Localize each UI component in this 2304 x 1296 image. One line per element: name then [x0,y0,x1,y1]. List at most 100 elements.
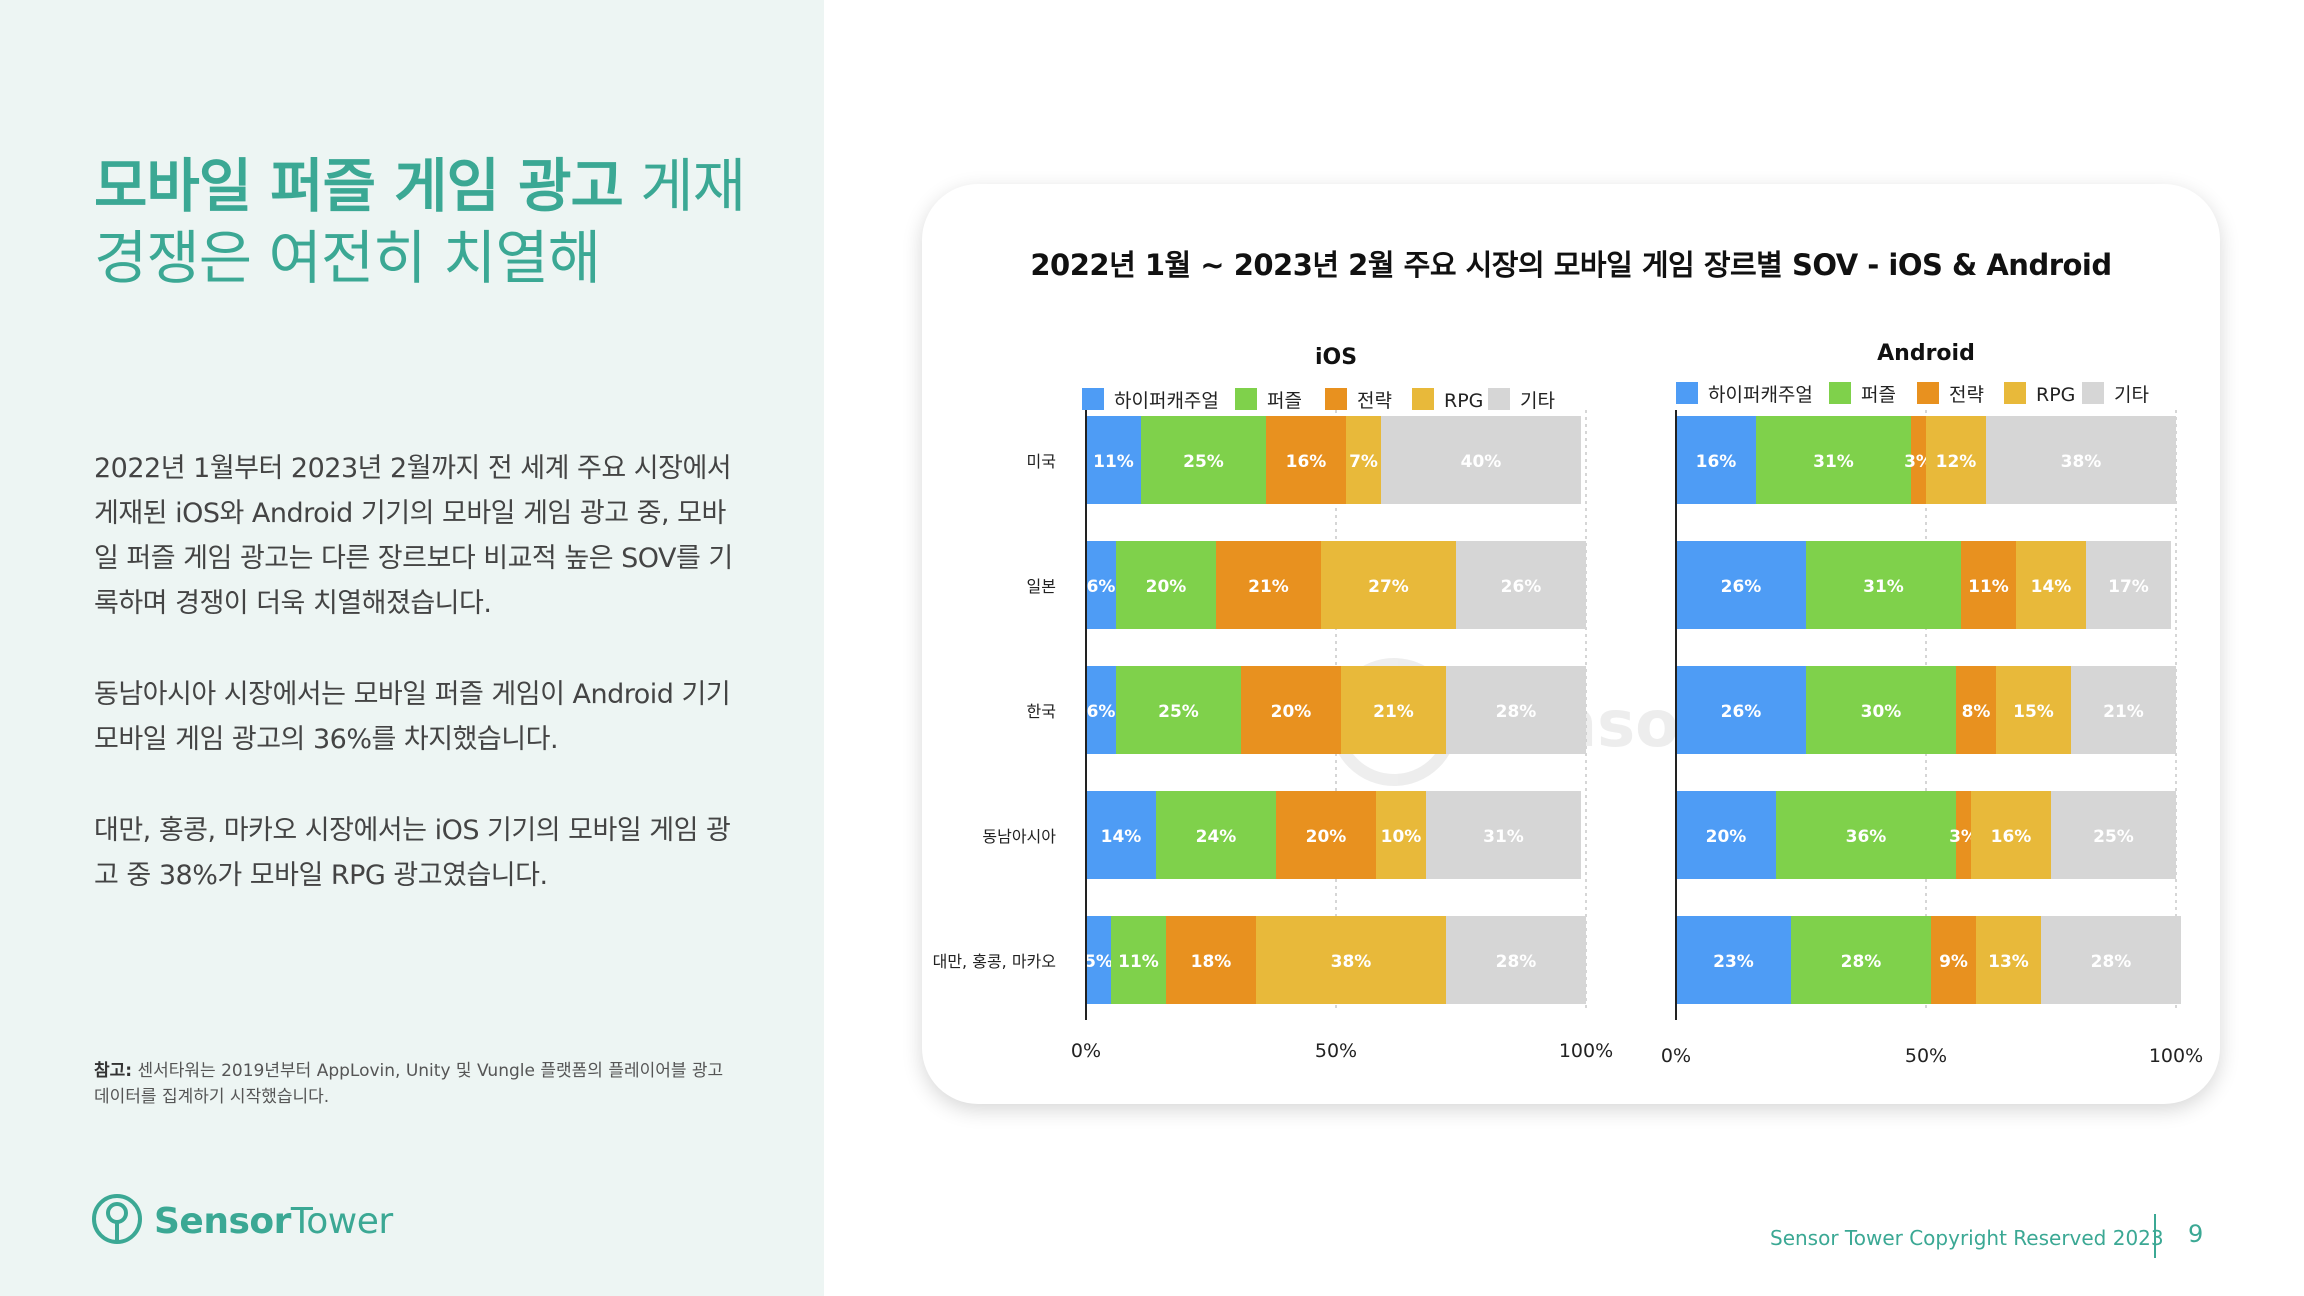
bar-segment [1276,791,1376,879]
data-label: 11% [1118,952,1159,972]
bar-segment [1426,791,1581,879]
legend-swatch [2004,382,2026,404]
data-label: 16% [1286,452,1327,472]
data-label: 18% [1191,952,1232,972]
bar-segment [1676,916,1791,1004]
legend-swatch [1082,388,1104,410]
bar-segment [2016,541,2086,629]
bar-segment [1116,666,1241,754]
data-label: 25% [1158,702,1199,722]
data-label: 14% [2031,577,2072,597]
bar-segment [2041,916,2181,1004]
bar-segment [1216,541,1321,629]
bar-segment [1986,416,2176,504]
data-label: 38% [2061,452,2102,472]
chart-title: 2022년 1월 ~ 2023년 2월 주요 시장의 모바일 게임 장르별 SO… [1030,248,2112,282]
bar-segment [1156,791,1276,879]
panel-title-ios: iOS [1315,345,1357,370]
bar-segment [1141,416,1266,504]
page-number: 9 [2188,1220,2204,1248]
data-label: 26% [1721,702,1762,722]
data-label: 25% [2093,827,2134,847]
category-label: 동남아시아 [982,827,1056,846]
legend-label: 퍼즐 [1861,384,1896,406]
legend-label: 기타 [1520,390,1555,412]
bar-segment [1931,916,1976,1004]
category-label: 일본 [1027,577,1056,596]
data-label: 5% [1084,952,1113,972]
data-label: 28% [1841,952,1882,972]
bar-segment [1956,666,1996,754]
data-label: 27% [1368,577,1409,597]
data-label: 30% [1861,702,1902,722]
data-label: 31% [1863,577,1904,597]
data-label: 16% [1991,827,2032,847]
legend-swatch [1325,388,1347,410]
legend-swatch [1235,388,1257,410]
legend-swatch [1917,382,1939,404]
data-label: 28% [2091,952,2132,972]
legend-label: 하이퍼캐주얼 [1708,384,1813,406]
bar-segment [1911,416,1926,504]
logo-sensor: Sensor [154,1200,291,1242]
data-label: 31% [1483,827,1524,847]
data-label: 26% [1501,577,1542,597]
data-label: 6% [1087,702,1116,722]
bar-segment [2071,666,2176,754]
footnote: 참고: 센서타워는 2019년부터 AppLovin, Unity 및 Vung… [94,1058,744,1110]
bar-segment [1956,791,1971,879]
x-tick-label: 50% [1905,1045,1947,1067]
body-paragraph-1: 2022년 1월부터 2023년 2월까지 전 세계 주요 시장에서 게재된 i… [94,453,733,619]
bar-segment [1791,916,1931,1004]
data-label: 24% [1196,827,1237,847]
bar-segment [2086,541,2171,629]
data-label: 15% [2013,702,2054,722]
legend-label: 하이퍼캐주얼 [1114,390,1219,412]
data-label: 17% [2108,577,2149,597]
bar-segment [1381,416,1581,504]
data-label: 20% [1146,577,1187,597]
footer-divider [2154,1214,2156,1258]
bar-segment [1676,541,1806,629]
bar-segment [1086,666,1116,754]
data-label: 11% [1093,452,1134,472]
data-label: 7% [1349,452,1378,472]
bar-segment [1456,541,1586,629]
footnote-label: 참고: [94,1061,133,1081]
sov-chart: Sensor ToweriOS하이퍼캐주얼퍼즐전략RPG기타11%25%16%7… [933,341,2204,1067]
bar-segment [1116,541,1216,629]
legend-label: 전략 [1357,390,1392,412]
bar-segment [2051,791,2176,879]
category-label: 대만, 홍콩, 마카오 [933,952,1056,971]
bar-segment [1976,916,2041,1004]
bar-segment [1086,791,1156,879]
data-label: 12% [1936,452,1977,472]
x-tick-label: 0% [1661,1045,1691,1067]
left-panel [0,0,824,1296]
data-label: 21% [2103,702,2144,722]
data-label: 8% [1962,702,1991,722]
bar-segment [1776,791,1956,879]
legend-label: RPG [1444,390,1483,412]
x-tick-label: 100% [2149,1045,2203,1067]
chart-card: 2022년 1월 ~ 2023년 2월 주요 시장의 모바일 게임 장르별 SO… [922,184,2220,1104]
bar-segment [1086,916,1111,1004]
data-label: 25% [1183,452,1224,472]
body-paragraph-3: 대만, 홍콩, 마카오 시장에서는 iOS 기기의 모바일 게임 광고 중 38… [94,815,731,891]
bar-segment [1676,791,1776,879]
data-label: 20% [1306,827,1347,847]
logo-wordmark: SensorTower [154,1201,393,1242]
bar-segment [1676,416,1756,504]
data-label: 6% [1087,577,1116,597]
legend-swatch [1412,388,1434,410]
bar-segment [1321,541,1456,629]
bar-segment [1086,541,1116,629]
data-label: 14% [1101,827,1142,847]
legend-swatch [1829,382,1851,404]
bar-segment [1926,416,1986,504]
headline-bold: 모바일 퍼즐 게임 광고 [94,152,624,220]
bar-segment [1446,666,1586,754]
logo-tower: Tower [290,1200,393,1242]
x-tick-label: 50% [1315,1040,1357,1062]
data-label: 21% [1248,577,1289,597]
